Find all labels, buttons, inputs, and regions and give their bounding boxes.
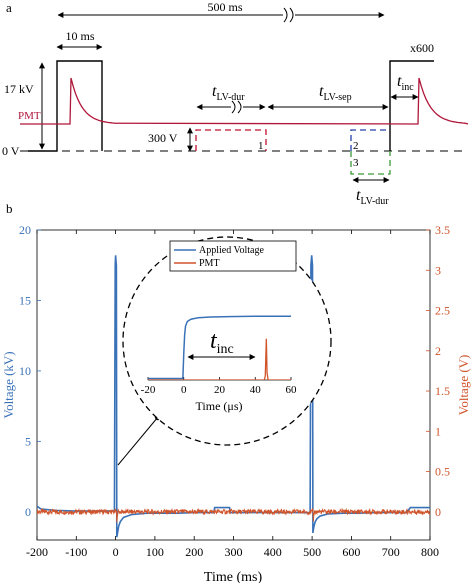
y-right-tick-label: 0.5 [435,465,450,479]
y-left-tick-label: 15 [19,293,31,307]
t-lv-dur-label: tLV-dur [212,83,245,103]
inset-t-inc-label: tinc [210,328,234,357]
y-left-tick-label: 20 [19,223,31,237]
hv-pulse-2 [389,60,434,151]
legend: Applied Voltage PMT [169,240,297,272]
lv-dur-arrow [196,99,266,115]
x-tick-label: 100 [146,545,164,559]
y-axis-right: 0 0.5 1 1.5 2 2.5 3 3.5 [426,223,450,519]
y-right-tick-label: 1.5 [435,384,450,398]
hv-pulse-1 [28,60,103,152]
inset-series-pmt [148,338,291,380]
y-left-tick-label: 10 [19,364,31,378]
legend-box [169,240,297,272]
inset-x-tick-label: -20 [141,384,156,396]
inset-series-applied-voltage [148,315,291,380]
y-right-tick-label: 2 [435,344,441,358]
hv-label: 17 kV [4,82,34,96]
inset-x-tick-label: 20 [214,384,226,396]
zoom-circle [122,236,332,446]
inset-x-axis-label: Time (μs) [196,399,243,413]
x-tick-label: 200 [185,545,203,559]
panel-a-label: a [6,0,12,15]
x-axis-label: Time (ms) [204,570,263,583]
x-tick-label: 700 [382,545,400,559]
inset-x-tick-label: 0 [181,384,187,396]
period-label: 500 ms [207,0,242,14]
y-left-tick-label: 5 [25,434,31,448]
y-right-tick-label: 3.5 [435,223,450,237]
y-right-tick-label: 1 [435,424,441,438]
x-tick-label: 600 [342,545,360,559]
series-pmt [37,507,430,523]
y-right-tick-label: 2.5 [435,304,450,318]
callout-line [117,416,159,466]
inset-ticks: -20 0 20 40 60 [141,377,297,396]
y-axis-left: 0 5 10 15 20 [19,223,41,519]
legend-item-applied-voltage: Applied Voltage [199,245,264,256]
t-lv-dur-bottom-label: tLV-dur [356,187,389,207]
t-inc-label: tinc [397,73,414,93]
panel-b-label: b [6,201,13,216]
x-tick-label: 800 [421,545,439,559]
y-axis-right-label: Voltage (V) [456,355,471,416]
x-axis: -200 -100 0 100 200 300 400 500 600 700 800 [26,230,439,559]
lv-option-1-label: 1 [258,140,264,152]
legend-item-pmt: PMT [199,258,220,269]
lv-label: 300 V [148,131,178,145]
y-right-tick-label: 3 [435,263,441,277]
lv-option-3 [350,151,391,175]
inset-x-tick-label: 60 [286,384,298,396]
pmt-trace [20,77,469,125]
x-tick-label: 400 [264,545,282,559]
x-tick-label: -100 [65,545,87,559]
inset-plot: -20 0 20 40 60 tinc Time (μs) [141,315,297,413]
zero-label: 0 V [2,144,20,158]
lv-option-3-label: 3 [353,157,359,169]
period-arrow [57,6,385,24]
y-right-tick-label: 0 [435,505,441,519]
lv-option-2 [350,129,390,151]
lv-option-1 [195,129,267,151]
y-left-tick-label: 0 [25,505,31,519]
lv-option-2-label: 2 [353,140,359,152]
x-tick-label: 300 [225,545,243,559]
pulse-width-label: 10 ms [65,29,94,43]
x-tick-label: -200 [26,545,48,559]
y-axis-left-label: Voltage (kV) [1,351,16,418]
repeat-label: x600 [410,41,434,55]
t-lv-sep-label: tLV-sep [319,83,352,103]
x-tick-label: 500 [303,545,321,559]
inset-x-tick-label: 40 [250,384,262,396]
x-tick-label: 0 [113,545,119,559]
pmt-label: PMT [18,110,41,122]
